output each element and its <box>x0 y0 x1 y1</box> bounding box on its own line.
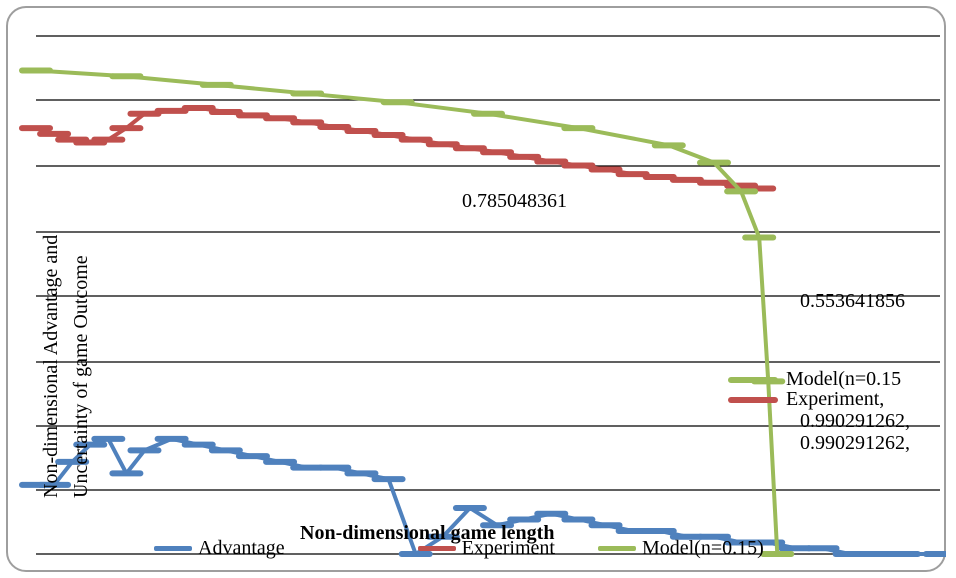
annotation-model: Model(n=0.15 <box>728 368 901 391</box>
annotation-experiment: Experiment, <box>728 388 884 411</box>
legend-swatch-advantage <box>154 546 192 551</box>
legend-label-advantage: Advantage <box>198 537 285 559</box>
chart-legend: Advantage Experiment Model(n=0.15) <box>154 534 802 560</box>
annotation-model-text: Model(n=0.15 <box>786 368 902 390</box>
legend-swatch-model <box>597 546 636 551</box>
legend-item-experiment: Experiment <box>417 537 555 560</box>
y-axis-label: Non-dimensional Advantage and Uncertaint… <box>40 235 92 498</box>
annotation-swatch-model <box>728 377 778 384</box>
y-axis-label-line-2: Uncertainty of game Outcome <box>70 255 92 498</box>
annotation-value-3: 0.553641856 <box>800 290 905 312</box>
legend-label-model: Model(n=0.15) <box>641 537 764 559</box>
annotation-value-4: 0.785048361 <box>462 190 567 212</box>
annotation-value-2: 0.990291262, <box>800 432 910 454</box>
legend-label-experiment: Experiment <box>461 537 555 559</box>
annotation-value-1: 0.990291262, <box>800 410 910 432</box>
annotation-experiment-text: Experiment, <box>786 388 885 410</box>
y-axis-label-line-1: Non-dimensional Advantage and <box>40 234 62 498</box>
legend-swatch-experiment <box>417 546 456 551</box>
x-axis-label: Non-dimensional game length <box>300 522 555 544</box>
legend-item-model: Model(n=0.15) <box>597 537 764 560</box>
legend-item-advantage: Advantage <box>154 537 285 560</box>
annotation-swatch-experiment <box>728 397 778 404</box>
